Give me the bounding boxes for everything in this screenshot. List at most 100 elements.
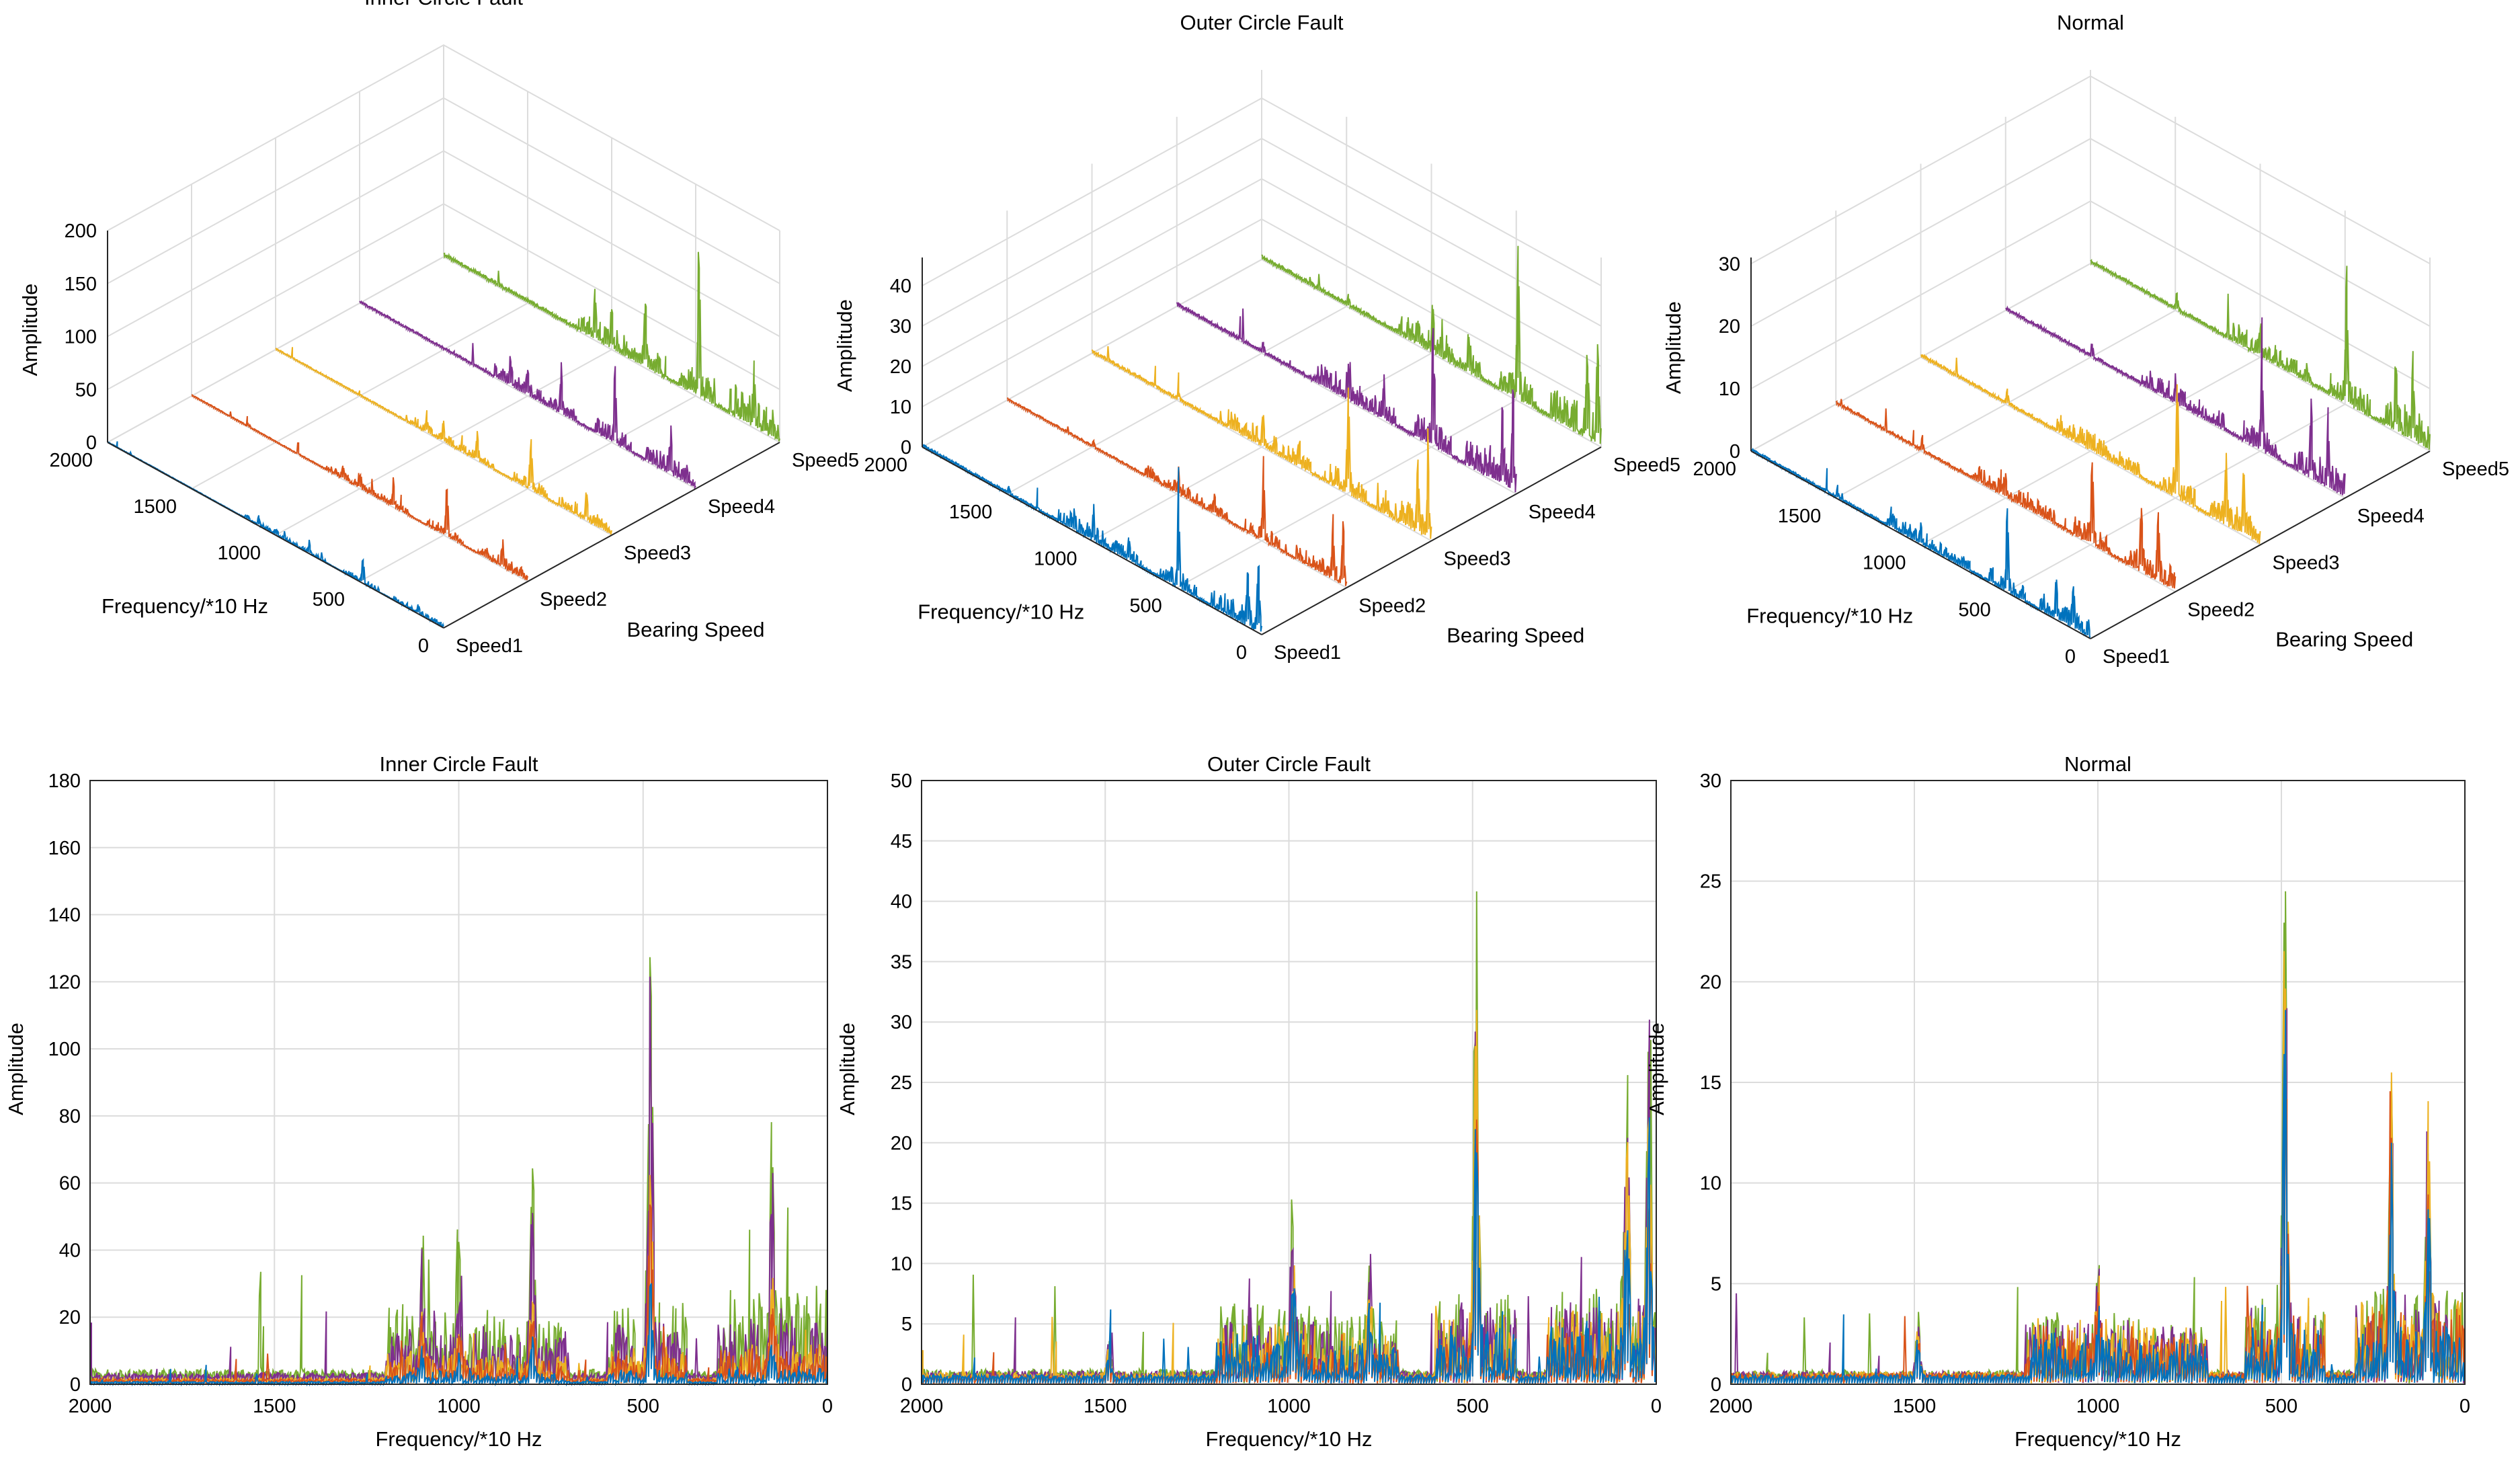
x-tick-label: 2000 bbox=[1709, 1396, 1753, 1417]
y-tick-label: 45 bbox=[891, 831, 912, 852]
x-axis-line bbox=[922, 446, 1262, 635]
z-gridline bbox=[107, 255, 780, 443]
y-tick-label: Speed3 bbox=[624, 543, 691, 564]
x-tick-label: 1000 bbox=[1267, 1396, 1311, 1417]
x-tick-label: 0 bbox=[1651, 1396, 1662, 1417]
plot-title: Outer Circle Fault bbox=[1180, 11, 1344, 34]
z-gridline bbox=[922, 218, 1602, 407]
z-tick-label: 10 bbox=[1719, 378, 1740, 400]
y-axis-line bbox=[443, 442, 780, 629]
series-speed5 bbox=[2090, 259, 2431, 450]
series-speed2 bbox=[1835, 399, 2177, 589]
x-axis-label: Frequency/*10 Hz bbox=[1205, 1427, 1372, 1451]
x-axis-label: Frequency/*10 Hz bbox=[375, 1427, 542, 1451]
series-speed3 bbox=[1920, 354, 2261, 544]
x-tick-label: 500 bbox=[1457, 1396, 1489, 1417]
z-gridline bbox=[107, 203, 780, 391]
x-tick-label: 1000 bbox=[437, 1396, 481, 1417]
z-axis-label: Amplitude bbox=[1662, 301, 1685, 394]
floor-gridline bbox=[1920, 356, 2261, 546]
plot2d-1: 2000 1500 1000 500 0 0 20 40 60 80 100 120 140 160 180… bbox=[4, 752, 833, 1451]
y-tick-label: Speed3 bbox=[2273, 553, 2340, 574]
z-tick-label: 20 bbox=[1719, 316, 1740, 337]
plot3d-3: 2000 1500 1000 500 0 Speed1 Speed2 Speed3 Speed4… bbox=[1662, 11, 2509, 668]
x-axis-label: Frequency/*10 Hz bbox=[1746, 604, 1913, 628]
z-axis-label: Amplitude bbox=[833, 299, 856, 392]
plot-frame bbox=[89, 780, 828, 1385]
x-tick-label: 500 bbox=[2265, 1396, 2298, 1417]
x-tick-label: 1500 bbox=[1893, 1396, 1937, 1417]
z-axis-label: Amplitude bbox=[18, 284, 42, 376]
series-speed2 bbox=[1006, 397, 1348, 586]
z-gridline bbox=[107, 97, 780, 284]
x-tick-label: 0 bbox=[418, 635, 429, 657]
x-tick-label: 1000 bbox=[217, 543, 261, 564]
series-speed2 bbox=[89, 1204, 828, 1386]
y-tick-label: Speed2 bbox=[2187, 599, 2254, 621]
plot2d-3: 2000 1500 1000 500 0 0 5 10 15 20 25 30 Normal Freque… bbox=[1645, 752, 2470, 1451]
x-tick-label: 500 bbox=[627, 1396, 659, 1417]
z-tick-label: 0 bbox=[86, 432, 97, 454]
x-tick-label: 2000 bbox=[69, 1396, 112, 1417]
x-tick-label: 1000 bbox=[1034, 549, 1078, 570]
x-tick-label: 2000 bbox=[1693, 459, 1736, 480]
series-speed4 bbox=[359, 300, 696, 490]
x-axis-label: Frequency/*10 Hz bbox=[918, 600, 1084, 624]
z-tick-label: 30 bbox=[890, 316, 911, 337]
x-tick-label: 0 bbox=[1236, 642, 1247, 664]
z-gridline bbox=[922, 97, 1602, 286]
plot-title: Normal bbox=[2057, 11, 2124, 34]
z-gridline bbox=[107, 150, 780, 337]
plot3d-2: 2000 1500 1000 500 0 Speed1 Speed2 Speed3 Speed4… bbox=[833, 11, 1680, 664]
plot-frame bbox=[921, 780, 1657, 1385]
series-speed1 bbox=[89, 1283, 828, 1387]
x-tick-label: 1500 bbox=[1778, 506, 1822, 527]
y-tick-label: Speed5 bbox=[1613, 454, 1680, 476]
y-tick-label: Speed4 bbox=[2357, 506, 2425, 527]
x-tick-label: 500 bbox=[1958, 599, 1990, 621]
z-tick-label: 20 bbox=[890, 356, 911, 378]
y-axis-label: Amplitude bbox=[836, 1023, 859, 1115]
y-tick-label: 15 bbox=[891, 1193, 912, 1215]
series-speed2 bbox=[191, 394, 528, 581]
x-tick-label: 0 bbox=[2460, 1396, 2470, 1417]
y-tick-label: Speed5 bbox=[2442, 459, 2509, 480]
x-tick-label: 1500 bbox=[949, 502, 993, 523]
y-tick-label: 5 bbox=[1711, 1273, 1721, 1295]
y-tick-label: 30 bbox=[891, 1012, 912, 1033]
y-tick-label: 40 bbox=[891, 891, 912, 913]
y-tick-label: Speed4 bbox=[1529, 502, 1596, 523]
z-gridline bbox=[922, 258, 1602, 448]
x-axis-line bbox=[107, 442, 444, 629]
y-tick-label: 0 bbox=[1711, 1374, 1721, 1396]
z-tick-label: 40 bbox=[890, 276, 911, 297]
y-tick-label: 25 bbox=[891, 1072, 912, 1094]
x-tick-label: 1500 bbox=[253, 1396, 296, 1417]
x-axis-line bbox=[1750, 450, 2091, 639]
y-tick-label: 0 bbox=[901, 1374, 912, 1396]
y-tick-label: 180 bbox=[48, 770, 81, 792]
z-gridline bbox=[107, 44, 780, 231]
series-speed4 bbox=[1176, 301, 1517, 493]
z-tick-label: 100 bbox=[65, 327, 97, 348]
y-tick-label: 50 bbox=[891, 770, 912, 792]
y-tick-label: 35 bbox=[891, 951, 912, 973]
plot-title: Inner Circle Fault bbox=[379, 752, 538, 776]
series-speed1 bbox=[1730, 1010, 2466, 1384]
z-gridline bbox=[1750, 138, 2431, 327]
y-axis-label: Amplitude bbox=[4, 1023, 28, 1115]
z-gridline bbox=[1750, 262, 2431, 452]
z-tick-label: 10 bbox=[890, 397, 911, 418]
y-tick-label: 25 bbox=[1700, 871, 1721, 893]
z-tick-label: 50 bbox=[75, 379, 97, 401]
series-speed5 bbox=[1261, 245, 1602, 444]
x-axis-label: Frequency/*10 Hz bbox=[101, 594, 268, 618]
y-tick-label: 10 bbox=[891, 1253, 912, 1275]
y-tick-label: 30 bbox=[1700, 770, 1721, 792]
z-gridline bbox=[1750, 200, 2431, 389]
z-tick-label: 0 bbox=[1730, 441, 1740, 463]
y-tick-label: Speed1 bbox=[1274, 642, 1341, 664]
y-axis-line bbox=[2090, 450, 2431, 639]
x-tick-label: 1000 bbox=[2076, 1396, 2120, 1417]
x-tick-label: 2000 bbox=[864, 454, 907, 476]
